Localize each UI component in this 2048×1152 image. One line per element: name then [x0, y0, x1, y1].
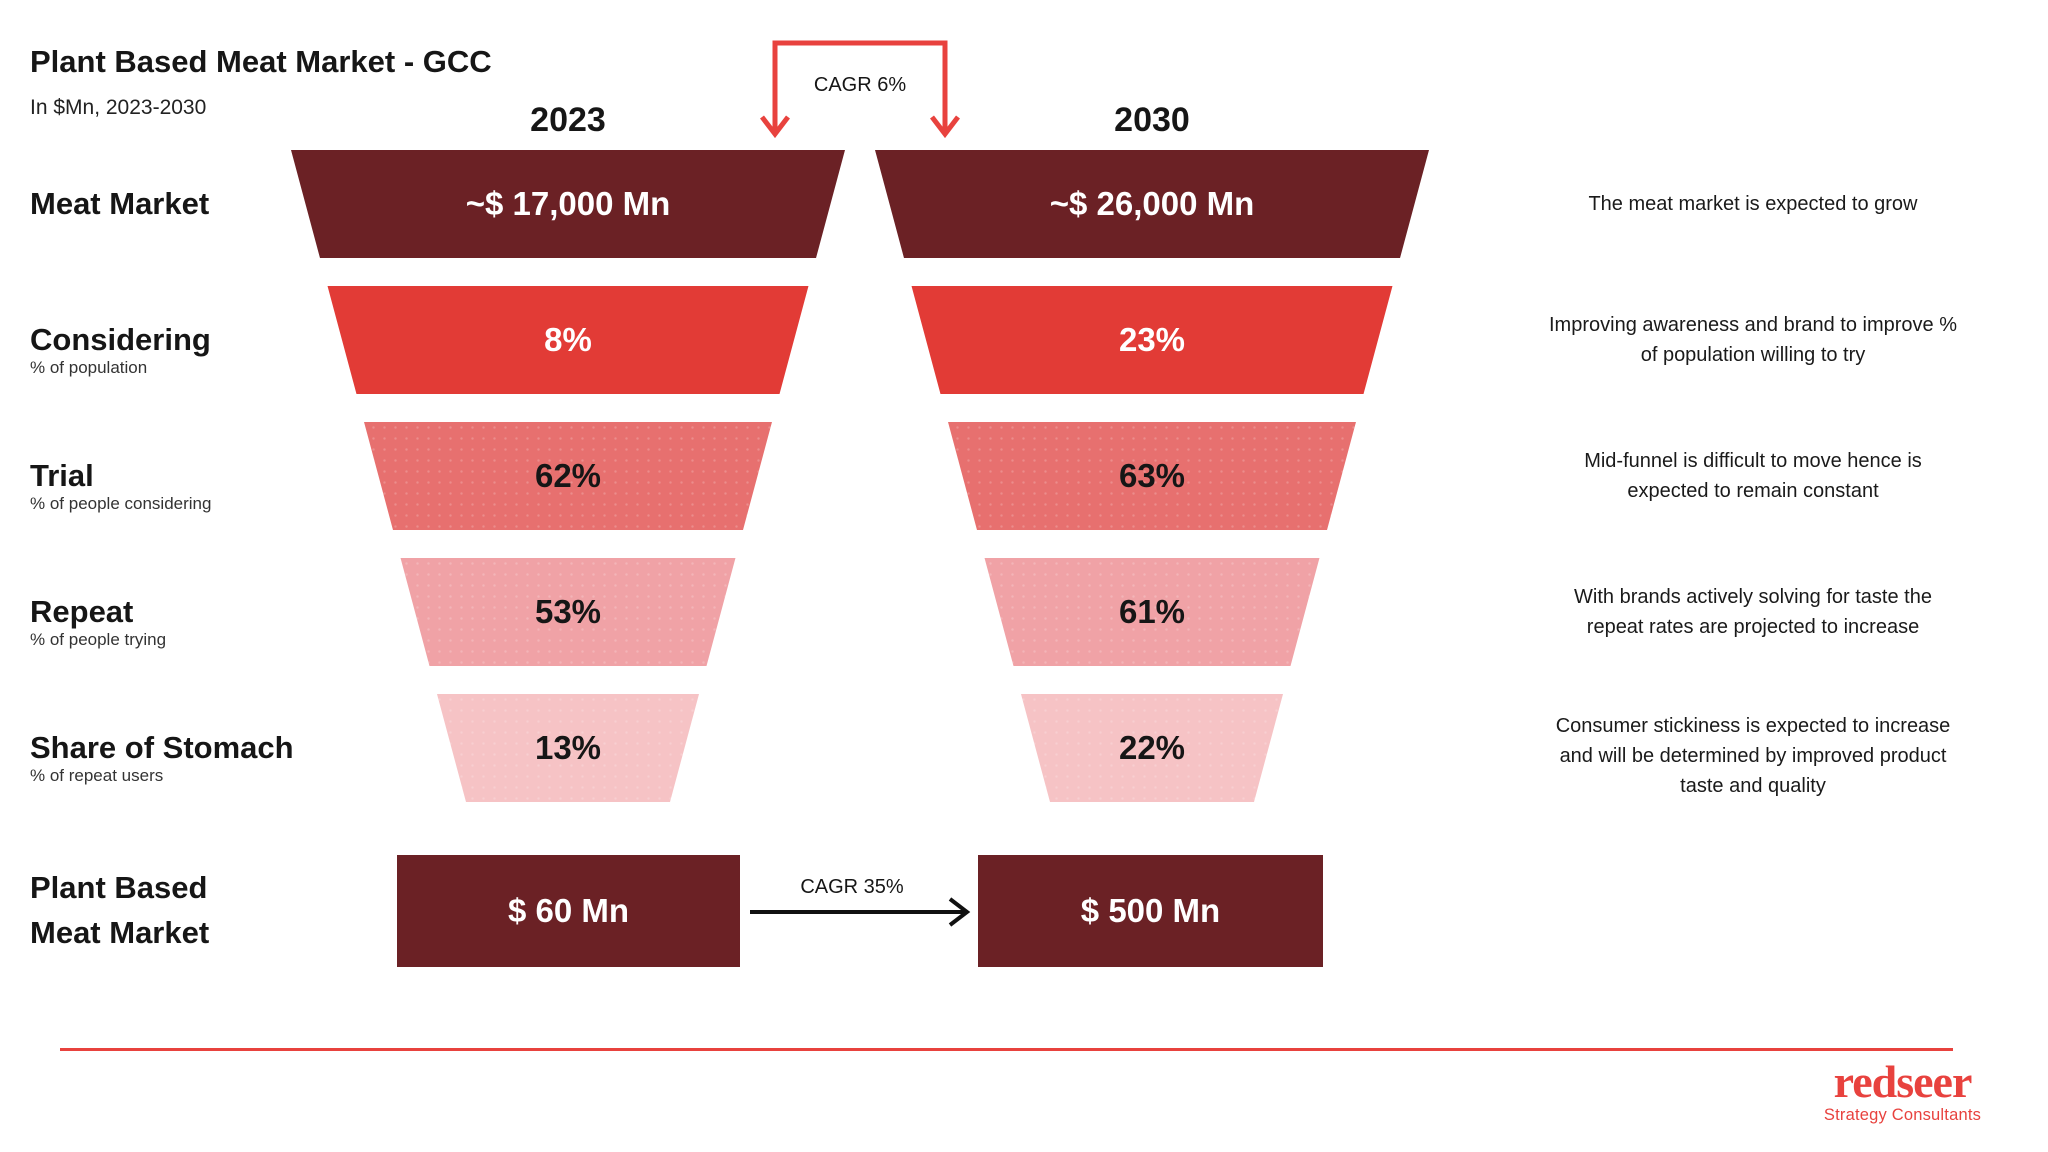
column-header-2023: 2023	[530, 101, 606, 139]
stage-label-sub: % of people trying	[30, 630, 167, 649]
funnel-segment-2023-repeat: 53%	[400, 558, 736, 666]
funnel-value: 8%	[544, 321, 592, 358]
stage-label-plant-based-meat-market: Plant Based Meat Market	[30, 865, 370, 955]
cagr-bottom-label: CAGR 35%	[800, 876, 904, 898]
cagr-growth-arrow-icon	[750, 897, 971, 927]
market-box-value: $ 500 Mn	[1080, 892, 1221, 929]
stage-label-sub: % of population	[30, 358, 148, 377]
funnel-value: 63%	[1118, 457, 1186, 494]
redseer-logo: redseer Strategy Consultants	[1810, 1058, 1995, 1125]
cagr-bracket-arrows-icon	[760, 40, 960, 139]
funnel-value: 13%	[534, 729, 602, 766]
funnel-value: 22%	[1118, 729, 1186, 766]
stage-label-sub: % of people considering	[30, 494, 212, 513]
stage-label-sub: % of repeat users	[30, 766, 164, 785]
funnel-segment-2030-considering: 23%	[911, 286, 1393, 394]
stage-label-title: Meat Market	[30, 186, 210, 221]
column-header-2030: 2030	[1114, 101, 1190, 139]
redseer-logo-wordmark: redseer	[1833, 1056, 1973, 1107]
funnel-segment-2023-share-of-stomach: 13%	[436, 694, 700, 802]
stage-label-title-line1: Plant Based	[30, 870, 208, 905]
market-box-2023: $ 60 Mn	[397, 855, 740, 967]
page-title: Plant Based Meat Market - GCC	[30, 44, 492, 79]
stage-label-title: Share of Stomach	[30, 730, 294, 765]
funnel-value: 53%	[534, 593, 602, 630]
stage-label-meat-market: Meat Market	[30, 186, 370, 222]
annotation-meat-market: The meat market is expected to grow	[1588, 193, 1918, 215]
market-box-2030: $ 500 Mn	[978, 855, 1323, 967]
stage-label-repeat: Repeat % of people trying	[30, 594, 370, 650]
footer-divider	[60, 1048, 1953, 1051]
funnel-segment-2023-considering: 8%	[327, 286, 809, 394]
funnel-segment-2030-share-of-stomach: 22%	[1020, 694, 1284, 802]
page-subtitle: In $Mn, 2023-2030	[30, 96, 207, 119]
funnel-value: 62%	[534, 457, 602, 494]
stage-label-trial: Trial % of people considering	[30, 458, 370, 514]
stage-label-share-of-stomach: Share of Stomach % of repeat users	[30, 730, 370, 786]
stage-label-considering: Considering % of population	[30, 322, 370, 378]
annotation-share-of-stomach: Consumer stickiness is expected to incre…	[1555, 715, 1951, 797]
funnel-value: ~$ 17,000 Mn	[465, 185, 671, 222]
stage-label-title: Considering	[30, 322, 211, 357]
funnel-segment-2023-trial: 62%	[364, 422, 772, 530]
funnel-segment-2030-meat-market: ~$ 26,000 Mn	[875, 150, 1429, 258]
funnel-value: 23%	[1118, 321, 1186, 358]
market-box-value: $ 60 Mn	[507, 892, 630, 929]
funnel-segment-2023-meat-market: ~$ 17,000 Mn	[291, 150, 845, 258]
redseer-logo-tagline: Strategy Consultants	[1823, 1106, 1982, 1124]
annotation-repeat: With brands actively solving for taste t…	[1574, 586, 1932, 638]
stage-label-title: Trial	[30, 458, 94, 493]
cagr-top-label: CAGR 6%	[813, 74, 907, 96]
funnel-value: 61%	[1118, 593, 1186, 630]
funnel-value: ~$ 26,000 Mn	[1049, 185, 1255, 222]
stage-label-title-line2: Meat Market	[30, 915, 210, 950]
funnel-segment-2030-repeat: 61%	[984, 558, 1320, 666]
stage-label-title: Repeat	[30, 594, 134, 629]
funnel-segment-2030-trial: 63%	[948, 422, 1356, 530]
annotation-considering: Improving awareness and brand to improve…	[1549, 314, 1957, 366]
annotation-trial: Mid-funnel is difficult to move hence is…	[1584, 450, 1922, 502]
